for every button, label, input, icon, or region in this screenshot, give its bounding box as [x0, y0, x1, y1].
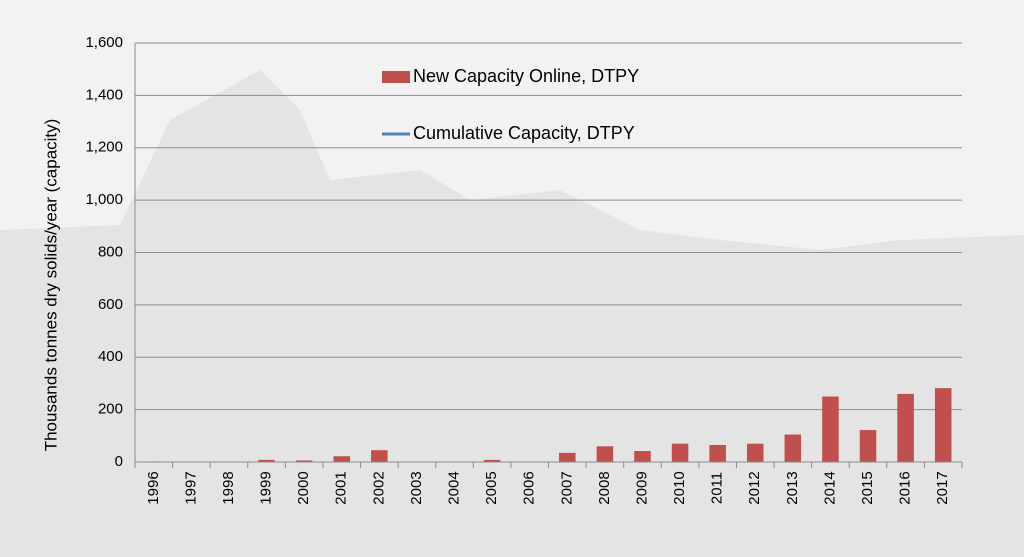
y-tick-label: 400: [98, 348, 123, 365]
y-axis-title: Thousands tonnes dry solids/year (capaci…: [41, 119, 60, 452]
x-tick-label: 2010: [671, 471, 688, 504]
y-tick-label: 1,200: [85, 139, 123, 156]
x-tick-label: 2000: [295, 471, 312, 504]
bar: [897, 393, 914, 462]
x-tick-label: 2005: [483, 471, 500, 504]
bar: [258, 459, 275, 462]
bar: [559, 452, 576, 462]
x-tick-label: 2011: [709, 472, 726, 504]
bar: [295, 460, 313, 462]
x-tick-label: 2013: [784, 471, 801, 504]
y-tick-label: 200: [98, 401, 123, 418]
bar: [859, 430, 877, 462]
y-tick-label: 1,400: [85, 86, 123, 103]
x-tick-label: 2003: [408, 471, 425, 504]
y-tick-label: 600: [98, 296, 123, 313]
bar: [596, 446, 614, 462]
bar: [634, 451, 651, 462]
x-tick-label: 2014: [821, 471, 838, 504]
x-tick-label: 2016: [897, 471, 914, 504]
x-tick-label: 2002: [370, 471, 387, 504]
bar: [333, 456, 351, 462]
x-tick-label: 2006: [521, 471, 538, 504]
x-tick-label: 1998: [220, 471, 237, 504]
y-tick-label: 800: [98, 243, 123, 260]
x-tick-label: 2017: [934, 471, 951, 504]
bar: [822, 396, 839, 462]
legend-swatch: [382, 71, 410, 83]
bar: [483, 459, 501, 462]
y-tick-label: 1,000: [85, 191, 123, 208]
bar: [934, 388, 952, 462]
background-silhouette: [0, 70, 1024, 557]
bar: [709, 444, 726, 462]
y-tick-label: 0: [115, 453, 123, 470]
x-tick-label: 1996: [145, 471, 162, 504]
x-tick-label: 2015: [859, 471, 876, 504]
x-tick-label: 2012: [746, 471, 763, 504]
x-tick-label: 2007: [558, 471, 575, 504]
x-tick-label: 1999: [258, 471, 275, 504]
x-tick-label: 2008: [596, 471, 613, 504]
x-tick-label: 2001: [333, 471, 350, 504]
bar: [671, 443, 689, 462]
x-tick-label: 2004: [445, 471, 462, 504]
bar: [784, 434, 802, 462]
x-tick-label: 1997: [182, 471, 199, 504]
y-tick-label: 1,600: [85, 34, 123, 51]
legend-label: New Capacity Online, DTPY: [413, 66, 639, 86]
bar: [371, 450, 388, 462]
bar: [746, 443, 764, 462]
legend-label: Cumulative Capacity, DTPY: [413, 123, 635, 143]
x-tick-label: 2009: [633, 471, 650, 504]
